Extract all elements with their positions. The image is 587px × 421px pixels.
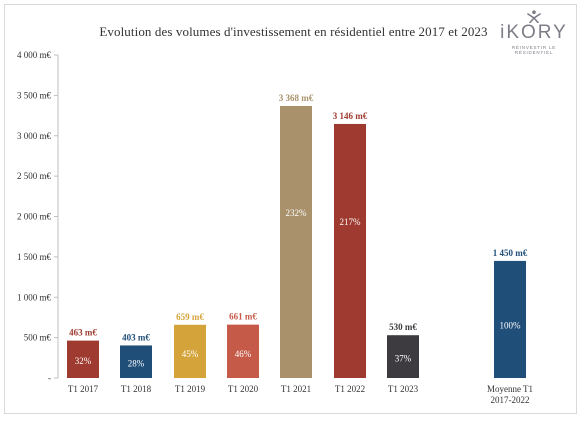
x-category-label: T1 2022 <box>335 384 365 394</box>
x-category-line: T1 2017 <box>68 384 99 394</box>
bar <box>227 324 259 378</box>
y-tick-label: 4 000 m€ <box>17 50 52 60</box>
y-tick-label: 500 m€ <box>24 333 52 343</box>
x-category-line: 2017-2022 <box>491 395 530 405</box>
x-category-label: T1 2017 <box>68 384 99 394</box>
bar-share-label: 217% <box>340 217 362 227</box>
x-category-label: T1 2018 <box>121 384 152 394</box>
bar-value-label: 661 m€ <box>229 312 257 322</box>
bar-share-label: 37% <box>395 354 412 364</box>
bar-share-label: 45% <box>182 349 199 359</box>
ikory-logo: iKORY RÉINVESTIR LE RÉSIDENTIEL <box>496 10 572 55</box>
labels: 463 m€ 32% T1 2017 403 m€ 28% T1 2018 659 m€ 45… <box>68 93 533 405</box>
bar-share-label: 28% <box>128 358 145 368</box>
bar <box>387 335 419 378</box>
logo-wordmark: iKORY <box>500 22 568 43</box>
chart-title: Evolution des volumes d'investissement e… <box>99 24 488 39</box>
bars <box>67 106 526 378</box>
bar-share-label: 232% <box>286 208 308 218</box>
x-category-line: T1 2018 <box>121 384 152 394</box>
bar-share-label: 100% <box>500 320 522 330</box>
x-category-line: T1 2022 <box>335 384 365 394</box>
bar <box>280 106 312 378</box>
bar-value-label: 659 m€ <box>176 312 204 322</box>
bar-share-label: 46% <box>235 349 252 359</box>
bar-value-label: 463 m€ <box>69 328 97 338</box>
x-category-label: T1 2020 <box>228 384 259 394</box>
bar-share-label: 32% <box>75 356 92 366</box>
y-tick-label: 3 000 m€ <box>17 131 52 141</box>
x-category-label: T1 2021 <box>281 384 311 394</box>
y-tick-label: - <box>48 373 51 383</box>
logo-tagline: RÉINVESTIR LE RÉSIDENTIEL <box>511 45 557 55</box>
bar <box>67 340 99 378</box>
y-tick-label: 3 500 m€ <box>17 90 52 100</box>
bar-value-label: 3 146 m€ <box>333 111 368 121</box>
bar <box>120 345 152 378</box>
x-category-label: T1 2019 <box>175 384 206 394</box>
y-axis: - 500 m€ 1 000 m€ 1 500 m€ 2 000 m€ 2 500 m€ 3… <box>17 50 59 383</box>
bar-value-label: 3 368 m€ <box>279 93 314 103</box>
bar <box>494 260 526 378</box>
bar <box>174 324 206 378</box>
y-tick-label: 1 500 m€ <box>17 252 52 262</box>
ikory-star-figure-icon <box>527 10 541 23</box>
bar-value-label: 1 450 m€ <box>493 248 528 258</box>
x-category-label: T1 2023 <box>388 384 419 394</box>
chart-frame <box>4 4 577 414</box>
bar-value-label: 403 m€ <box>122 332 150 342</box>
x-category-line: T1 2020 <box>228 384 259 394</box>
x-category-line: T1 2021 <box>281 384 311 394</box>
y-tick-label: 2 500 m€ <box>17 171 52 181</box>
x-category-line: T1 2019 <box>175 384 206 394</box>
x-category-label: Moyenne T1 2017-2022 <box>487 384 533 405</box>
x-category-line: Moyenne T1 <box>487 384 533 394</box>
bar <box>334 123 366 378</box>
bar-value-label: 530 m€ <box>389 322 417 332</box>
y-tick-label: 1 000 m€ <box>17 292 52 302</box>
x-category-line: T1 2023 <box>388 384 419 394</box>
y-tick-label: 2 000 m€ <box>17 212 52 222</box>
